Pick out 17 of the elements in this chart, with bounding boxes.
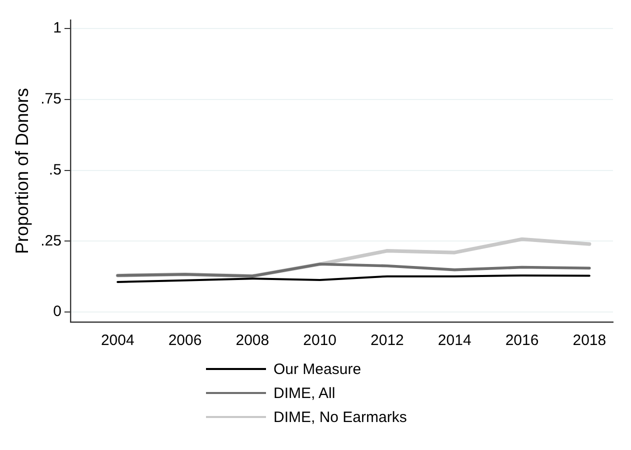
x-tick-label: 2006 bbox=[168, 332, 202, 350]
y-tick-label: .75 bbox=[40, 90, 62, 108]
x-tick-label: 2010 bbox=[303, 332, 337, 350]
x-tick-label: 2016 bbox=[505, 332, 539, 350]
y-tick-label: 0 bbox=[53, 303, 62, 320]
legend-label: Our Measure bbox=[274, 360, 362, 378]
x-tick-label: 2012 bbox=[370, 332, 404, 350]
legend-label: DIME, All bbox=[274, 384, 336, 402]
x-tick-label: 2004 bbox=[100, 332, 134, 350]
y-tick-label: 1 bbox=[53, 20, 62, 37]
x-tick-label: 2014 bbox=[438, 332, 472, 350]
y-tick-label: .25 bbox=[40, 232, 62, 250]
x-tick-label: 2008 bbox=[236, 332, 270, 350]
legend-label: DIME, No Earmarks bbox=[274, 408, 407, 426]
y-axis-title: Proportion of Donors bbox=[12, 88, 32, 254]
x-tick-label: 2018 bbox=[572, 332, 606, 350]
y-tick-label: .5 bbox=[48, 161, 62, 178]
